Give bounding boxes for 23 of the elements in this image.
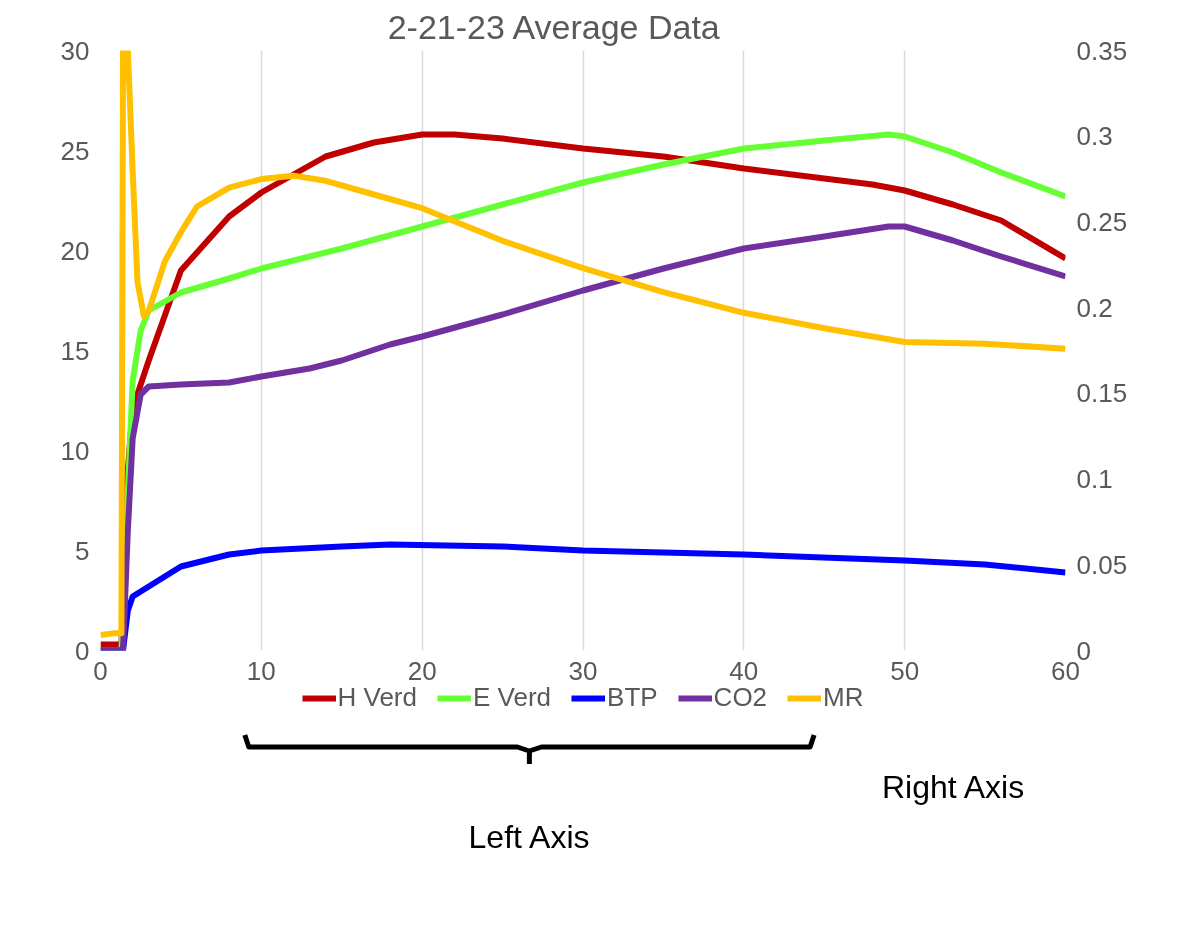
text: Left Axis bbox=[468, 818, 590, 855]
legend-label: E Verd bbox=[472, 682, 552, 713]
text: Right Axis bbox=[881, 768, 1025, 805]
x-tick-label: 30 bbox=[568, 655, 598, 686]
legend-label: BTP bbox=[607, 682, 658, 713]
y2-tick-label: 0.05 bbox=[1076, 549, 1128, 580]
y2-tick-label: 0.15 bbox=[1076, 378, 1128, 409]
y2-tick-label: 0.3 bbox=[1076, 121, 1113, 152]
x-tick-label: 50 bbox=[890, 655, 920, 686]
y2-tick-label: 0.25 bbox=[1076, 206, 1128, 237]
chart-title: 2-21-23 Average Data bbox=[387, 7, 720, 46]
y-tick-label: 30 bbox=[60, 35, 90, 66]
y-tick-label: 20 bbox=[60, 235, 90, 266]
y-tick-label: 10 bbox=[60, 435, 90, 466]
legend-label: MR bbox=[823, 682, 864, 713]
x-tick-label: 10 bbox=[246, 655, 276, 686]
y-tick-label: 0 bbox=[75, 635, 90, 666]
y2-tick-label: 0.35 bbox=[1076, 35, 1128, 66]
y-tick-label: 25 bbox=[60, 135, 90, 166]
y-tick-label: 5 bbox=[75, 535, 90, 566]
y2-tick-label: 0.2 bbox=[1076, 292, 1113, 323]
y2-tick-label: 0.1 bbox=[1076, 464, 1113, 495]
y-tick-label: 15 bbox=[60, 335, 90, 366]
